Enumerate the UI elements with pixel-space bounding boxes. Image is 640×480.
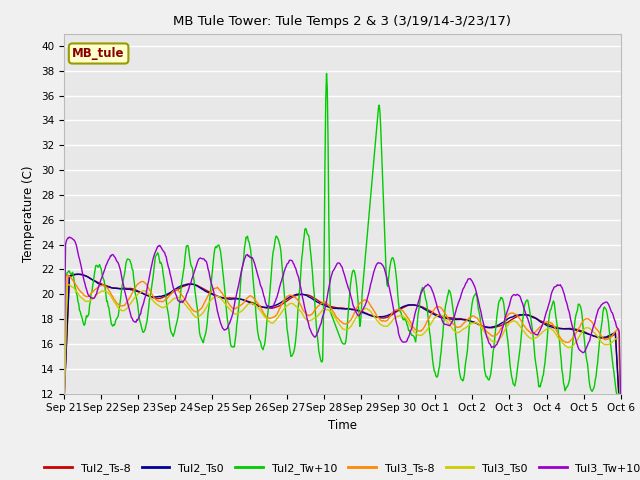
X-axis label: Time: Time [328, 419, 357, 432]
Text: MB_tule: MB_tule [72, 47, 125, 60]
Legend: Tul2_Ts-8, Tul2_Ts0, Tul2_Tw+10, Tul3_Ts-8, Tul3_Ts0, Tul3_Tw+10: Tul2_Ts-8, Tul2_Ts0, Tul2_Tw+10, Tul3_Ts… [40, 458, 640, 478]
Y-axis label: Temperature (C): Temperature (C) [22, 165, 35, 262]
Title: MB Tule Tower: Tule Temps 2 & 3 (3/19/14-3/23/17): MB Tule Tower: Tule Temps 2 & 3 (3/19/14… [173, 15, 511, 28]
